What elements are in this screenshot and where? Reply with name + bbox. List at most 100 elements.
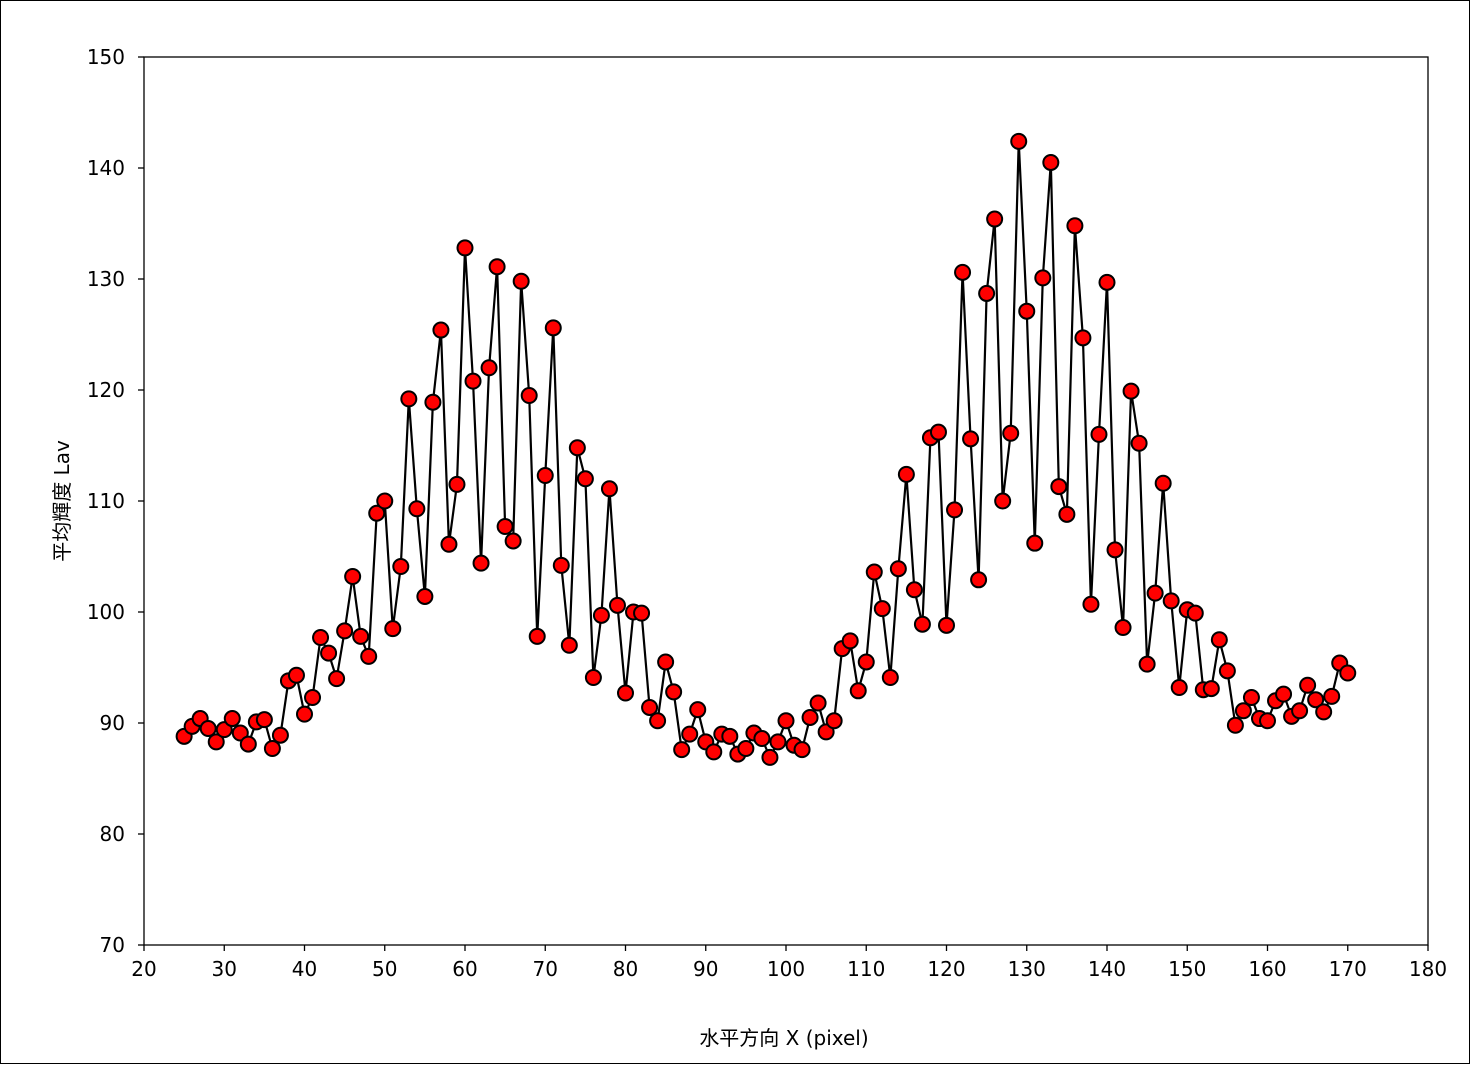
tick-labels: 20 30 40 50 60 70 80 90 100 110 120 130 140 150 160 170… bbox=[87, 45, 1447, 981]
data-point bbox=[857, 653, 875, 671]
data-point bbox=[424, 393, 442, 411]
y-tick-label: 130 bbox=[87, 267, 125, 291]
x-tick-label: 120 bbox=[927, 957, 965, 981]
data-point bbox=[737, 740, 755, 758]
data-point bbox=[1202, 680, 1220, 698]
y-tick-label: 90 bbox=[100, 711, 125, 735]
data-point bbox=[1162, 592, 1180, 610]
data-point bbox=[994, 492, 1012, 510]
data-point bbox=[1170, 678, 1188, 696]
data-point bbox=[665, 683, 683, 701]
x-tick-label: 90 bbox=[693, 957, 718, 981]
data-point bbox=[504, 532, 522, 550]
data-point bbox=[1234, 702, 1252, 720]
data-point bbox=[681, 725, 699, 743]
data-point bbox=[1138, 655, 1156, 673]
data-point bbox=[1098, 273, 1116, 291]
data-point bbox=[705, 743, 723, 761]
data-point bbox=[1082, 595, 1100, 613]
data-point bbox=[528, 627, 546, 645]
x-tick-label: 70 bbox=[533, 957, 558, 981]
data-point bbox=[576, 470, 594, 488]
data-point bbox=[970, 571, 988, 589]
data-point bbox=[448, 475, 466, 493]
data-point bbox=[592, 606, 610, 624]
x-tick-label: 40 bbox=[292, 957, 317, 981]
x-tick-label: 110 bbox=[847, 957, 885, 981]
data-point bbox=[1066, 217, 1084, 235]
data-point bbox=[809, 694, 827, 712]
data-point bbox=[1307, 691, 1325, 709]
data-point bbox=[761, 748, 779, 766]
data-point bbox=[360, 647, 378, 665]
data-point bbox=[432, 321, 450, 339]
data-point bbox=[1010, 132, 1028, 150]
data-point bbox=[769, 733, 787, 751]
data-point bbox=[986, 210, 1004, 228]
data-point bbox=[1090, 425, 1108, 443]
data-point bbox=[239, 735, 257, 753]
data-point bbox=[304, 688, 322, 706]
data-point bbox=[408, 500, 426, 518]
x-tick-label: 130 bbox=[1008, 957, 1046, 981]
data-point bbox=[328, 670, 346, 688]
data-point bbox=[1050, 478, 1068, 496]
data-point bbox=[263, 740, 281, 758]
data-point bbox=[817, 723, 835, 741]
data-point bbox=[849, 682, 867, 700]
plot-area bbox=[143, 56, 1429, 946]
data-point bbox=[1034, 269, 1052, 287]
data-point bbox=[889, 560, 907, 578]
y-tick-label: 70 bbox=[100, 933, 125, 957]
data-point bbox=[1074, 329, 1092, 347]
data-point bbox=[913, 615, 931, 633]
data-point bbox=[801, 708, 819, 726]
data-point bbox=[568, 439, 586, 457]
data-point bbox=[649, 712, 667, 730]
data-point bbox=[721, 727, 739, 745]
data-point bbox=[793, 741, 811, 759]
x-tick-label: 20 bbox=[131, 957, 156, 981]
data-point bbox=[456, 239, 474, 257]
data-point bbox=[520, 387, 538, 405]
y-tick-label: 100 bbox=[87, 600, 125, 624]
data-point bbox=[617, 684, 634, 702]
data-point bbox=[215, 721, 233, 739]
data-point bbox=[929, 423, 947, 441]
data-point bbox=[657, 653, 675, 671]
x-tick-label: 60 bbox=[452, 957, 477, 981]
data-point bbox=[552, 556, 570, 574]
y-tick-label: 110 bbox=[87, 489, 125, 513]
x-tick-label: 150 bbox=[1168, 957, 1206, 981]
data-point bbox=[865, 563, 883, 581]
data-point bbox=[1106, 541, 1124, 559]
y-tick-label: 140 bbox=[87, 156, 125, 180]
data-point bbox=[841, 632, 859, 650]
data-point bbox=[1275, 685, 1293, 703]
data-point bbox=[271, 726, 289, 744]
x-tick-label: 80 bbox=[613, 957, 638, 981]
data-point bbox=[352, 627, 370, 645]
data-point bbox=[897, 465, 915, 483]
data-point bbox=[881, 668, 899, 686]
data-point bbox=[1186, 604, 1204, 622]
data-point bbox=[1226, 716, 1244, 734]
data-point bbox=[584, 668, 602, 686]
data-point bbox=[207, 733, 225, 751]
data-point bbox=[1299, 676, 1317, 694]
data-point bbox=[1210, 631, 1228, 649]
data-point bbox=[199, 720, 217, 738]
data-point bbox=[1058, 505, 1076, 523]
data-point bbox=[392, 557, 410, 575]
series-markers bbox=[175, 132, 1357, 766]
data-point bbox=[512, 272, 530, 290]
data-point bbox=[544, 319, 562, 337]
data-point bbox=[1114, 619, 1132, 637]
data-point bbox=[946, 501, 964, 519]
data-point bbox=[536, 466, 554, 484]
data-point bbox=[296, 705, 313, 723]
x-tick-label: 160 bbox=[1248, 957, 1286, 981]
data-point bbox=[1042, 153, 1060, 171]
data-point bbox=[978, 284, 996, 302]
